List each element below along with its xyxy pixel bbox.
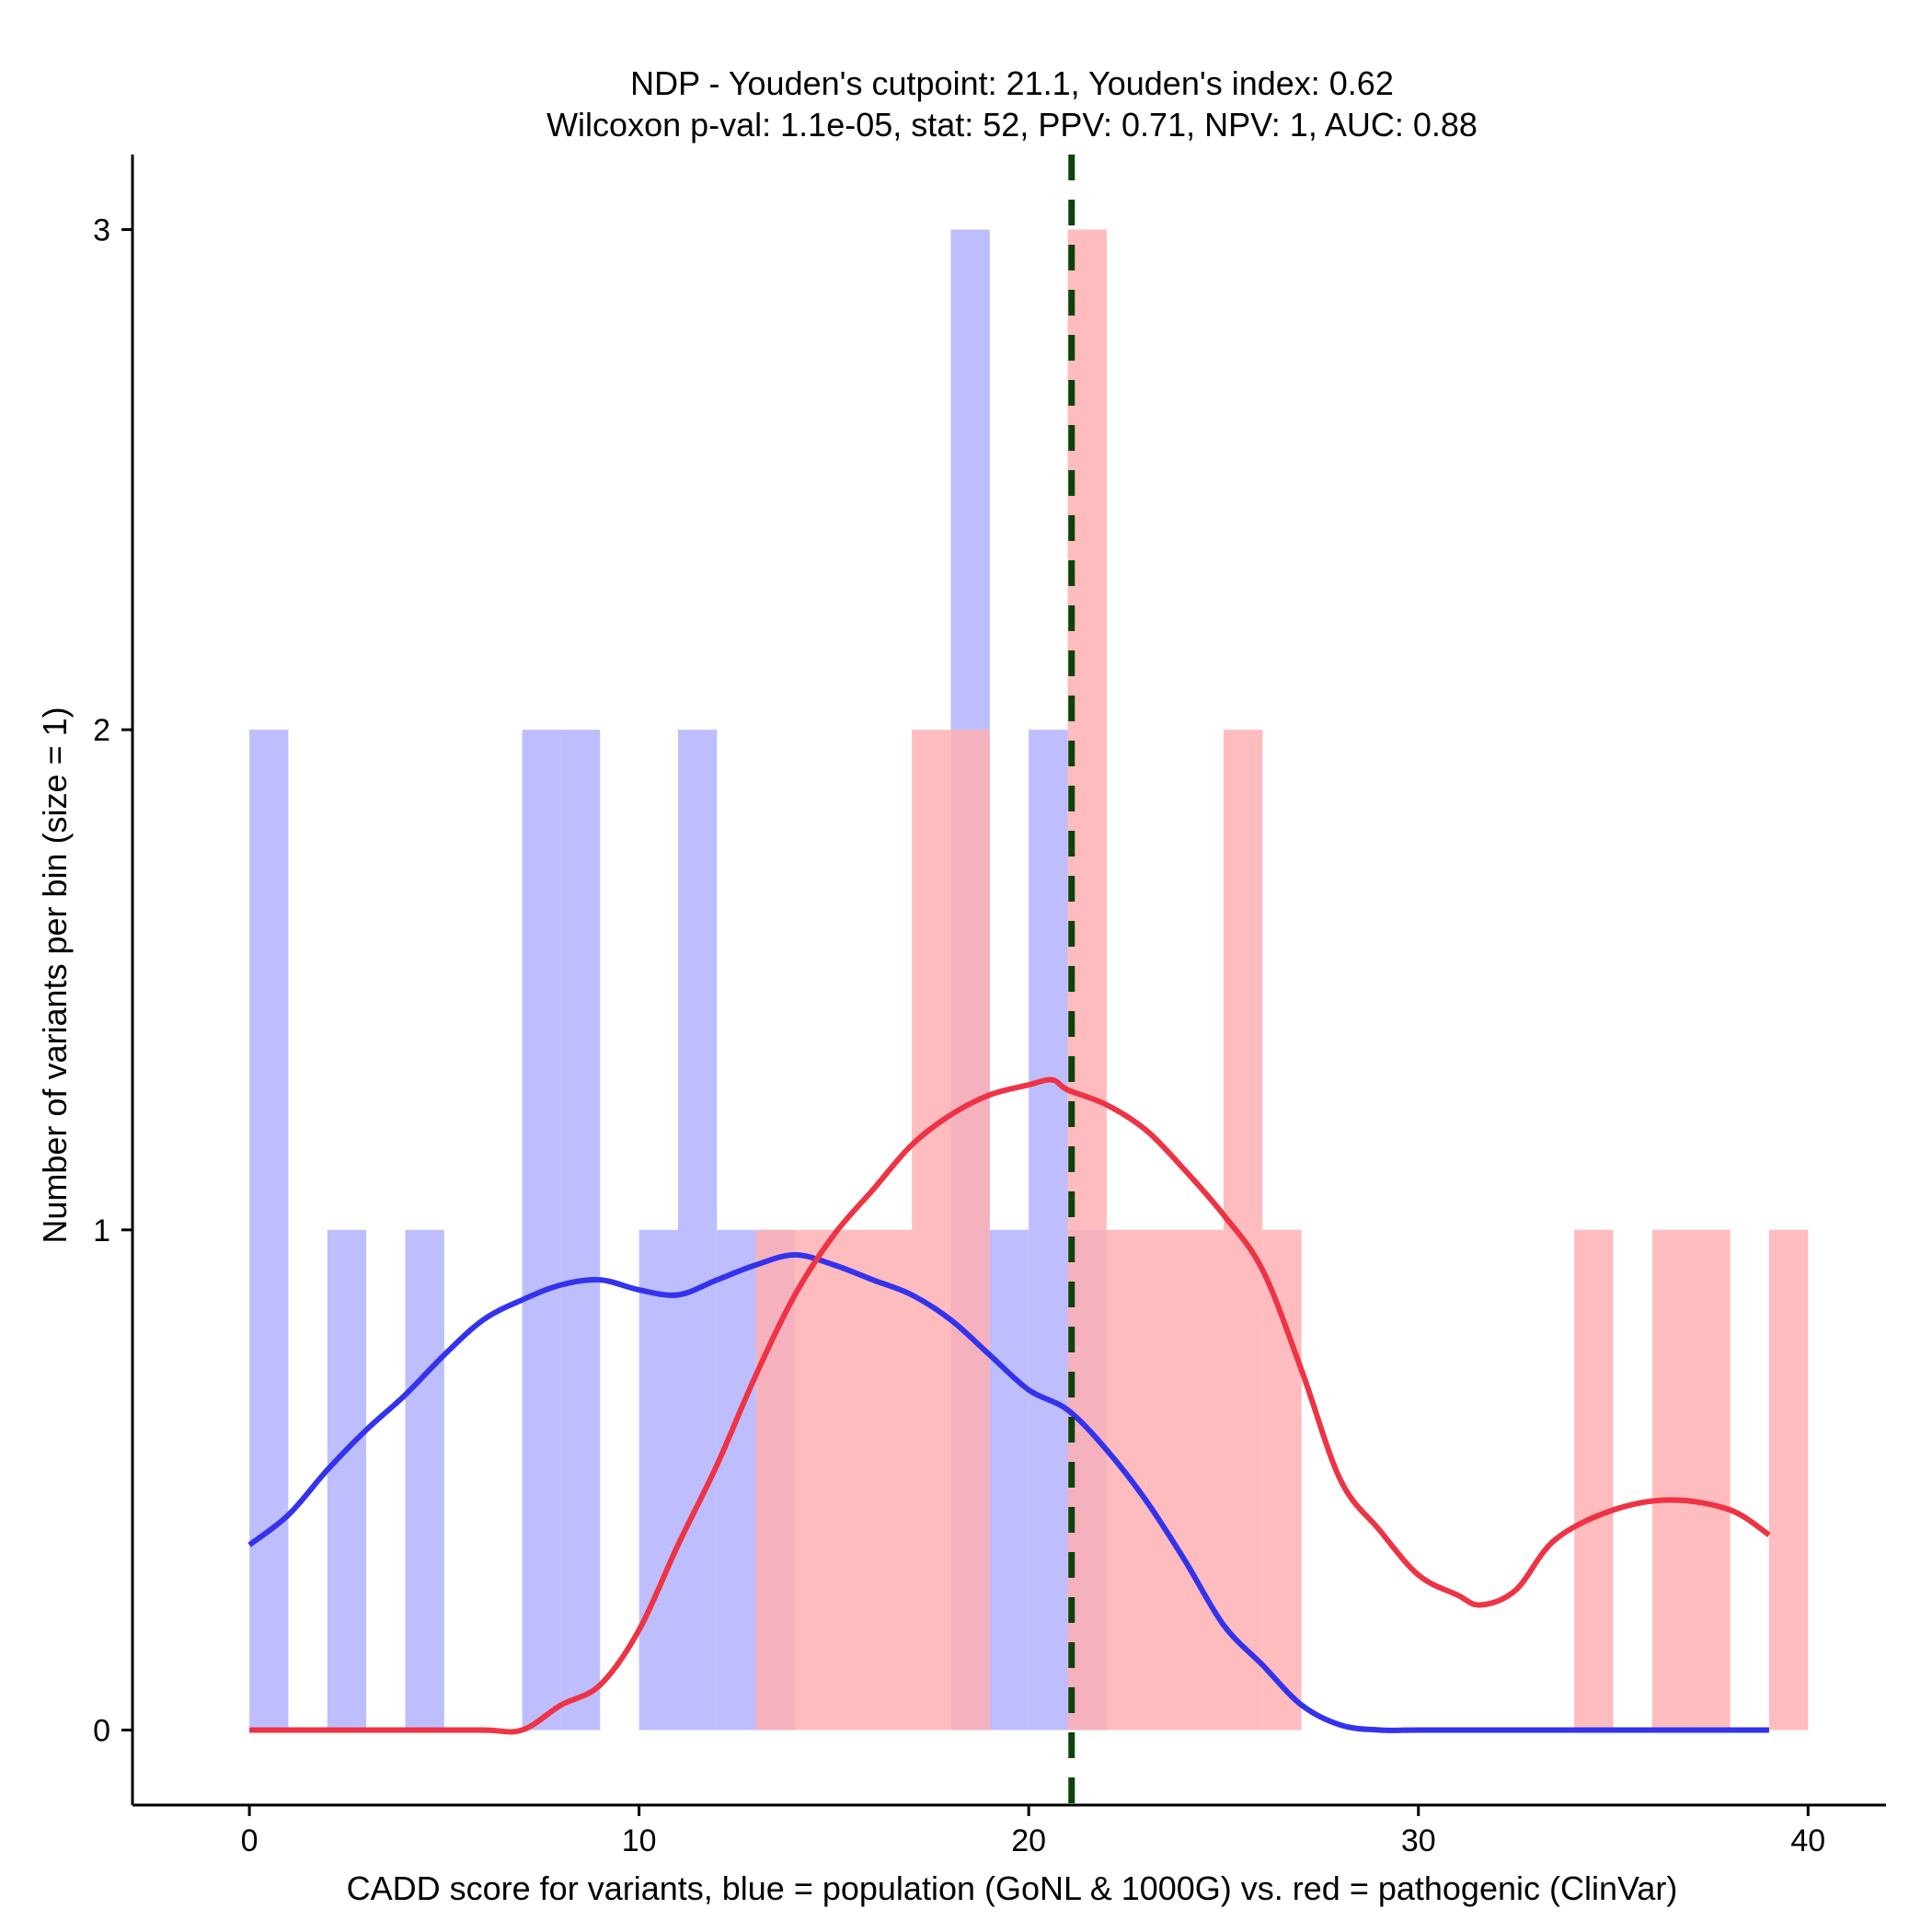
population-density-line	[247, 1252, 1769, 1733]
population-bar	[249, 730, 289, 1731]
population-bar	[677, 730, 718, 1731]
population-bar	[989, 1229, 1029, 1731]
pathogenic-bar	[795, 1229, 834, 1731]
chart-subtitle: Wilcoxon p-val: 1.1e-05, stat: 52, PPV: …	[546, 106, 1478, 144]
pathogenic-bar	[1262, 1229, 1302, 1731]
pathogenic-bar	[912, 730, 951, 1731]
x-axis-label: CADD score for variants, blue = populati…	[347, 1869, 1678, 1907]
chart-title: NDP - Youden's cutpoint: 21.1, Youden's …	[630, 64, 1394, 102]
y-tick-label: 0	[93, 1713, 110, 1748]
pathogenic-bar	[1184, 1229, 1224, 1731]
pathogenic-bar	[1223, 730, 1263, 1731]
x-ticks: 0 10 20 30 40	[241, 1805, 1825, 1858]
population-bar	[717, 1229, 756, 1731]
x-tick-label: 20	[1011, 1823, 1046, 1858]
population-bar	[327, 1229, 367, 1731]
pathogenic-bar	[872, 1229, 913, 1731]
pathogenic-bar	[1106, 1229, 1146, 1731]
y-tick-label: 1	[93, 1213, 110, 1248]
pathogenic-bars	[755, 229, 1809, 1731]
axes	[131, 155, 1886, 1807]
y-ticks: 0 1 2 3	[93, 213, 132, 1748]
population-bar	[1029, 730, 1068, 1731]
population-bar	[638, 1229, 678, 1731]
x-tick-label: 30	[1401, 1823, 1436, 1858]
pathogenic-bar	[950, 730, 990, 1731]
pathogenic-bar	[834, 1229, 873, 1731]
population-bar	[560, 730, 601, 1731]
x-tick-label: 40	[1790, 1823, 1825, 1858]
pathogenic-bar	[755, 1229, 796, 1731]
y-axis-label: Number of variants per bin (size = 1)	[36, 707, 74, 1243]
pathogenic-bar	[1145, 1229, 1185, 1731]
x-tick-label: 10	[622, 1823, 657, 1858]
pathogenic-bar	[1574, 1229, 1614, 1731]
pathogenic-bar	[1651, 1229, 1692, 1731]
population-bar	[522, 730, 561, 1731]
population-bar	[405, 1229, 444, 1731]
density-lines	[247, 1076, 1771, 1735]
pathogenic-density-line	[249, 1076, 1771, 1735]
y-tick-label: 3	[93, 213, 110, 248]
pathogenic-bar	[1691, 1229, 1731, 1731]
pathogenic-bar	[1768, 1229, 1809, 1731]
x-tick-label: 0	[241, 1823, 259, 1858]
y-tick-label: 2	[93, 713, 110, 748]
